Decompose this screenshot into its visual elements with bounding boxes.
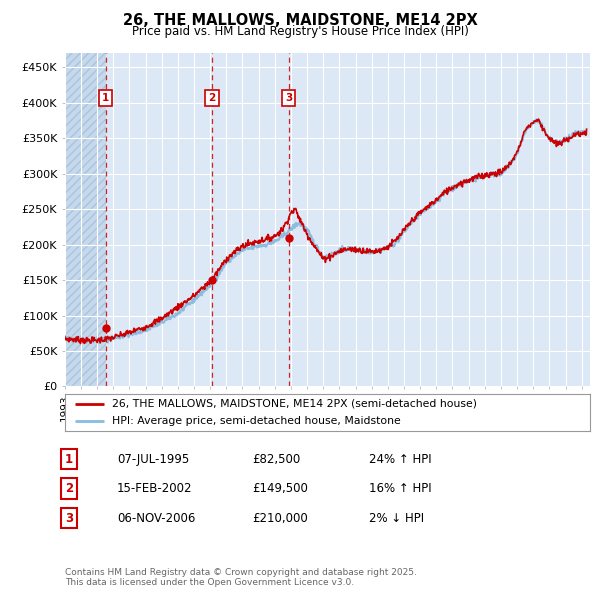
Text: 07-JUL-1995: 07-JUL-1995 [117, 453, 189, 466]
Text: 3: 3 [285, 93, 292, 103]
Text: 26, THE MALLOWS, MAIDSTONE, ME14 2PX: 26, THE MALLOWS, MAIDSTONE, ME14 2PX [122, 13, 478, 28]
Text: 26, THE MALLOWS, MAIDSTONE, ME14 2PX (semi-detached house): 26, THE MALLOWS, MAIDSTONE, ME14 2PX (se… [112, 399, 477, 409]
Bar [65, 53, 106, 386]
Text: 1: 1 [65, 453, 73, 466]
Text: 16% ↑ HPI: 16% ↑ HPI [369, 482, 431, 495]
Text: 1: 1 [102, 93, 109, 103]
Text: 06-NOV-2006: 06-NOV-2006 [117, 512, 196, 525]
Text: Contains HM Land Registry data © Crown copyright and database right 2025.
This d: Contains HM Land Registry data © Crown c… [65, 568, 416, 587]
Text: 2: 2 [208, 93, 216, 103]
Text: 2% ↓ HPI: 2% ↓ HPI [369, 512, 424, 525]
Text: HPI: Average price, semi-detached house, Maidstone: HPI: Average price, semi-detached house,… [112, 416, 401, 426]
Text: Price paid vs. HM Land Registry's House Price Index (HPI): Price paid vs. HM Land Registry's House … [131, 25, 469, 38]
Text: 24% ↑ HPI: 24% ↑ HPI [369, 453, 431, 466]
Text: £210,000: £210,000 [252, 512, 308, 525]
Text: 15-FEB-2002: 15-FEB-2002 [117, 482, 193, 495]
Text: 2: 2 [65, 482, 73, 495]
Text: £149,500: £149,500 [252, 482, 308, 495]
Text: 3: 3 [65, 512, 73, 525]
Text: £82,500: £82,500 [252, 453, 300, 466]
